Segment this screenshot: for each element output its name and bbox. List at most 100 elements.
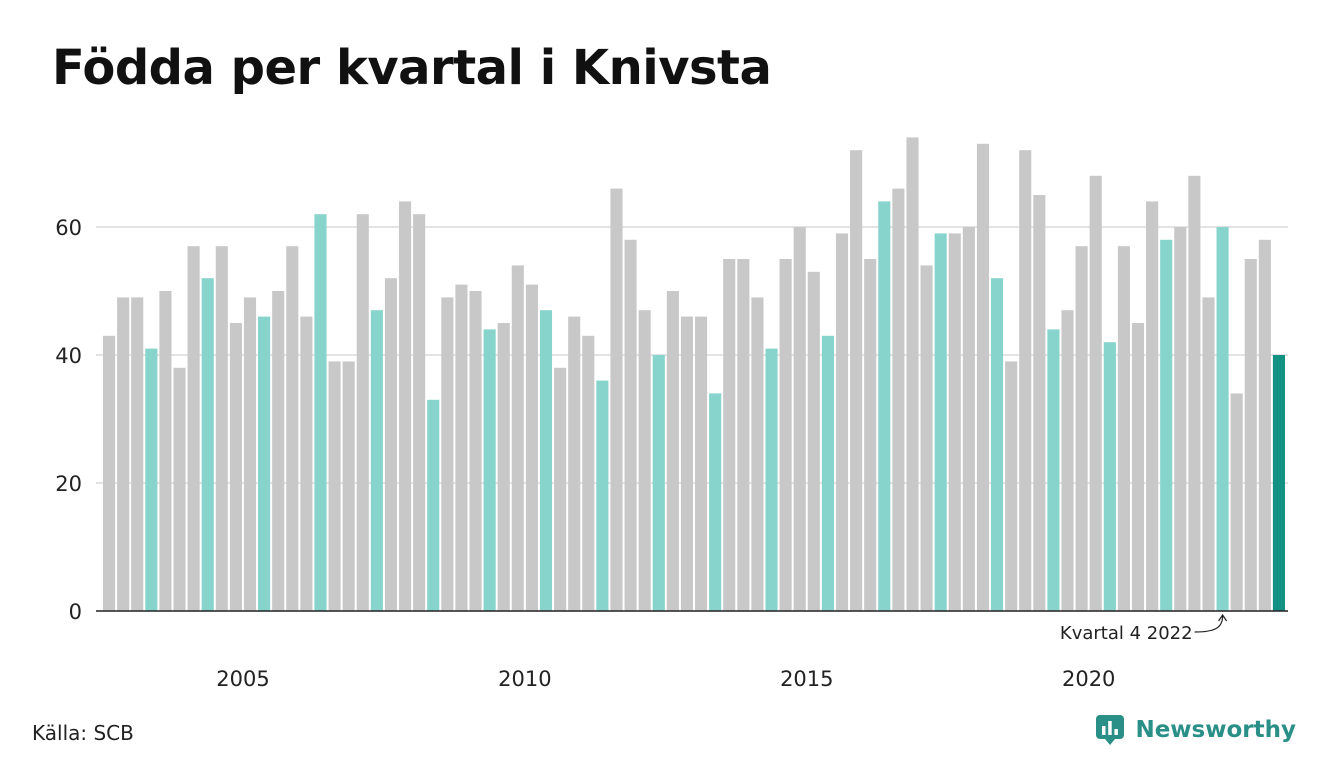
x-tick-label: 2020	[1062, 667, 1115, 691]
bar	[243, 297, 257, 611]
bar	[1216, 227, 1229, 611]
bar	[1146, 201, 1159, 611]
bar	[1131, 323, 1145, 611]
bar	[131, 297, 144, 611]
bar	[1089, 175, 1102, 612]
bar	[1244, 259, 1257, 611]
bar	[765, 348, 778, 611]
bar	[638, 310, 651, 611]
bar	[991, 278, 1004, 611]
bar	[1230, 393, 1243, 611]
bar	[850, 150, 863, 611]
bar	[1061, 310, 1074, 611]
y-axis-ticks: 0 20 40 60	[55, 216, 82, 624]
brand-name: Newsworthy	[1135, 717, 1296, 743]
annotation-label: Kvartal 4 2022	[1060, 623, 1193, 644]
bar	[286, 246, 299, 611]
bar	[723, 259, 736, 611]
bar	[258, 316, 271, 611]
bar	[582, 335, 595, 611]
bar	[201, 278, 214, 611]
bar	[976, 143, 989, 612]
bar	[497, 323, 510, 611]
bar	[215, 246, 228, 611]
bar-chart: 0 20 40 60 2005 2010 2015 2020 Kvartal 4 2022	[55, 137, 1288, 691]
bar	[666, 291, 679, 611]
bar	[821, 335, 834, 611]
bar	[962, 227, 975, 611]
bar	[314, 214, 327, 611]
bar	[1047, 329, 1060, 611]
bar	[1005, 361, 1018, 611]
x-tick-label: 2015	[780, 667, 833, 691]
bar	[568, 316, 581, 611]
bar	[624, 239, 637, 612]
bar	[596, 380, 609, 611]
bar	[399, 201, 412, 611]
bar	[709, 393, 722, 611]
bar	[1174, 227, 1187, 611]
brand-logo: Newsworthy	[1095, 714, 1296, 746]
bar	[948, 233, 961, 611]
bar	[920, 265, 933, 611]
bar	[229, 323, 242, 611]
bar	[342, 361, 355, 611]
bar	[1258, 239, 1271, 612]
bar	[272, 291, 285, 611]
bar	[328, 361, 341, 611]
bar	[695, 316, 708, 611]
bar	[441, 297, 454, 611]
bar	[1103, 342, 1116, 611]
y-tick-label: 20	[55, 472, 82, 496]
bar	[892, 188, 905, 611]
newsworthy-logo-icon	[1096, 715, 1125, 745]
bar	[1033, 195, 1046, 611]
y-tick-label: 40	[55, 344, 82, 368]
bar	[384, 278, 397, 611]
bar	[187, 246, 200, 611]
bar	[737, 259, 750, 611]
bar	[413, 214, 426, 611]
bar	[173, 367, 186, 611]
bar	[1019, 150, 1032, 611]
x-axis-ticks: 2005 2010 2015 2020	[216, 667, 1115, 691]
bar	[906, 137, 919, 611]
bar	[356, 214, 369, 611]
bar	[807, 271, 820, 611]
bar	[539, 310, 553, 611]
bar	[779, 259, 792, 611]
bar	[1202, 297, 1215, 611]
bar	[680, 316, 693, 611]
bar	[878, 201, 891, 611]
bar	[751, 297, 764, 611]
bar	[1272, 355, 1285, 611]
bar	[610, 188, 623, 611]
y-tick-label: 60	[55, 216, 82, 240]
bar	[835, 233, 849, 611]
bar	[427, 399, 440, 611]
bar	[1160, 239, 1173, 612]
chart-title: Födda per kvartal i Knivsta	[52, 40, 772, 96]
bar	[1188, 175, 1201, 612]
bar	[469, 291, 482, 611]
x-tick-label: 2010	[498, 667, 551, 691]
bar	[1117, 246, 1130, 611]
bar	[511, 265, 524, 611]
bar	[103, 335, 116, 611]
bar	[483, 329, 496, 611]
bar	[159, 291, 172, 611]
bar	[370, 310, 383, 611]
bar	[145, 348, 158, 611]
bar	[525, 284, 538, 611]
bar	[934, 233, 947, 611]
annotation: Kvartal 4 2022	[1060, 613, 1228, 644]
annotation-arrow	[1194, 613, 1228, 633]
source-note: Källa: SCB	[32, 721, 134, 745]
bar	[554, 367, 567, 611]
bar	[117, 297, 130, 611]
bar	[864, 259, 877, 611]
bars	[103, 137, 1285, 612]
bar	[455, 284, 468, 611]
bar	[1075, 246, 1088, 611]
bar	[300, 316, 313, 611]
